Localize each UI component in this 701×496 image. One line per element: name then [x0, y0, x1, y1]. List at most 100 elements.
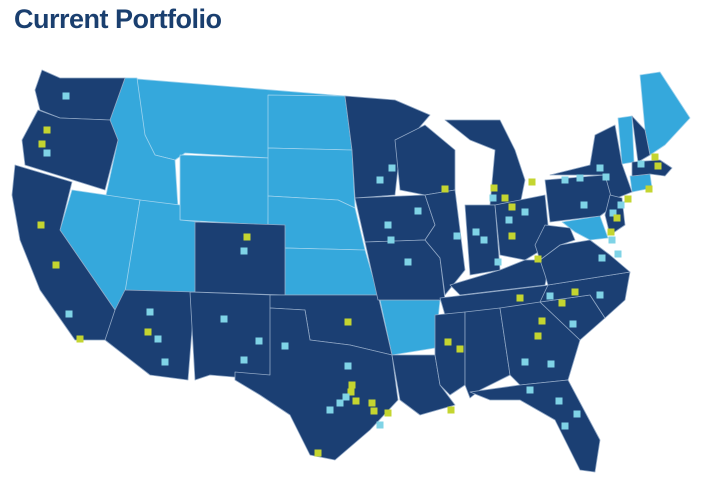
marker-blue	[154, 335, 162, 343]
marker-green	[352, 397, 360, 405]
state-new-hampshire	[631, 115, 651, 163]
marker-blue	[342, 393, 350, 401]
state-california	[11, 164, 116, 341]
marker-green	[384, 409, 392, 417]
state-minnesota	[344, 95, 431, 199]
marker-green	[38, 140, 46, 148]
marker-blue	[387, 236, 395, 244]
marker-blue	[608, 236, 616, 244]
page-title: Current Portfolio	[14, 4, 222, 34]
marker-blue	[614, 250, 622, 258]
marker-blue	[576, 174, 584, 182]
marker-green	[528, 178, 536, 186]
marker-green	[651, 153, 659, 161]
marker-green	[516, 294, 524, 302]
marker-green	[613, 214, 621, 222]
state-west-virginia	[534, 224, 576, 261]
marker-blue	[580, 201, 588, 209]
marker-blue	[547, 360, 555, 368]
marker-green	[76, 335, 84, 343]
marker-blue	[414, 207, 422, 215]
marker-green	[344, 318, 352, 326]
marker-blue	[376, 421, 384, 429]
marker-blue	[555, 397, 563, 405]
state-kansas	[284, 247, 379, 296]
marker-blue	[596, 291, 604, 299]
marker-green	[447, 406, 455, 414]
marker-green	[508, 232, 516, 240]
state-texas	[234, 307, 399, 461]
marker-green	[558, 299, 566, 307]
marker-blue	[472, 228, 480, 236]
marker-blue	[569, 320, 577, 328]
marker-green	[645, 185, 653, 193]
marker-blue	[62, 92, 70, 100]
marker-blue	[344, 362, 352, 370]
marker-blue	[240, 356, 248, 364]
marker-green	[490, 184, 498, 192]
marker-blue	[161, 358, 169, 366]
marker-green	[37, 221, 45, 229]
marker-blue	[494, 258, 502, 266]
portfolio-markers	[37, 92, 662, 457]
marker-green	[654, 162, 662, 170]
marker-blue	[388, 164, 396, 172]
marker-blue	[505, 216, 513, 224]
marker-green	[348, 381, 356, 389]
marker-blue	[521, 358, 529, 366]
marker-blue	[521, 208, 529, 216]
state-washington	[34, 69, 126, 121]
marker-blue	[65, 310, 73, 318]
marker-green	[370, 407, 378, 415]
states	[11, 69, 691, 473]
marker-blue	[489, 194, 497, 202]
marker-green	[444, 338, 452, 346]
marker-green	[243, 233, 251, 241]
marker-blue	[637, 160, 645, 168]
state-illinois	[424, 189, 466, 296]
marker-green	[314, 449, 322, 457]
marker-green	[368, 399, 376, 407]
marker-green	[607, 228, 615, 236]
marker-blue	[240, 247, 248, 255]
marker-blue	[480, 236, 488, 244]
marker-blue	[598, 254, 606, 262]
state-wisconsin	[394, 124, 456, 196]
marker-green	[441, 185, 449, 193]
marker-green	[501, 194, 509, 202]
marker-blue	[596, 164, 604, 172]
marker-blue	[526, 386, 534, 394]
marker-blue	[404, 258, 412, 266]
marker-blue	[546, 292, 554, 300]
state-mississippi	[434, 311, 466, 396]
marker-green	[144, 328, 152, 336]
marker-green	[43, 126, 51, 134]
marker-blue	[561, 176, 569, 184]
state-pennsylvania	[544, 174, 616, 223]
marker-blue	[609, 209, 617, 217]
state-wyoming	[179, 154, 271, 226]
marker-blue	[146, 308, 154, 316]
marker-blue	[326, 406, 334, 414]
marker-green	[347, 388, 355, 396]
state-colorado	[194, 221, 286, 296]
marker-green	[538, 317, 546, 325]
marker-blue	[573, 410, 581, 418]
marker-green	[571, 288, 579, 296]
marker-blue	[255, 337, 263, 345]
state-new-mexico	[189, 291, 273, 381]
marker-green	[456, 345, 464, 353]
marker-blue	[617, 201, 625, 209]
marker-blue	[384, 221, 392, 229]
marker-blue	[43, 149, 51, 157]
marker-green	[534, 332, 542, 340]
marker-blue	[336, 399, 344, 407]
state-florida	[469, 379, 601, 473]
state-new-york	[549, 124, 633, 201]
marker-blue	[561, 422, 569, 430]
state-michigan	[444, 119, 526, 206]
state-north-dakota	[267, 94, 353, 151]
marker-blue	[376, 176, 384, 184]
marker-green	[508, 203, 516, 211]
